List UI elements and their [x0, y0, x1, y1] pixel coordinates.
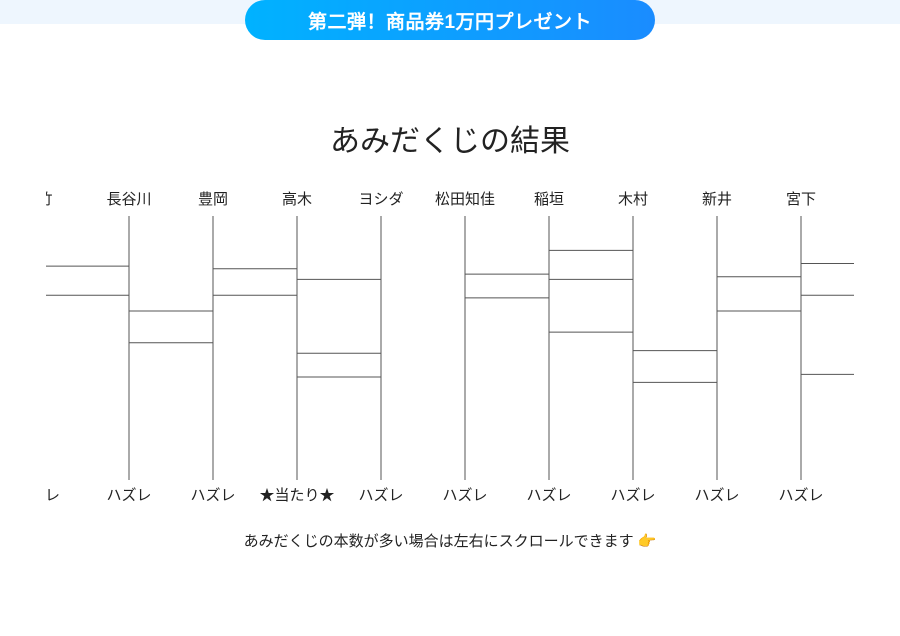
- amida-top-label: 高木: [282, 188, 312, 209]
- scroll-hint-text: あみだくじの本数が多い場合は左右にスクロールできます: [244, 533, 634, 550]
- amida-top-label: 宮下: [786, 188, 816, 209]
- amida-bottom-label: ハズレ: [526, 484, 571, 505]
- amida-ladder: 竹長谷川豊岡高木ヨシダ松田知佳稲垣木村新井宮下森 ズレハズレハズレ★当たり★ハズ…: [46, 188, 854, 508]
- amida-top-label: 新井: [702, 188, 732, 209]
- amida-top-labels: 竹長谷川豊岡高木ヨシダ松田知佳稲垣木村新井宮下森: [46, 188, 854, 212]
- amida-top-label: 竹: [46, 188, 53, 209]
- amida-bottom-label: ハズレ: [358, 484, 403, 505]
- amida-lines-svg: [46, 216, 854, 480]
- amida-bottom-label: ズレ: [46, 484, 60, 505]
- amida-bottom-label: ハズレ: [778, 484, 823, 505]
- amida-bottom-label: ハズレ: [442, 484, 487, 505]
- scroll-hint: あみだくじの本数が多い場合は左右にスクロールできます 👉: [0, 530, 900, 551]
- amida-bottom-label: ハズレ: [190, 484, 235, 505]
- page-content: あみだくじの結果 竹長谷川豊岡高木ヨシダ松田知佳稲垣木村新井宮下森 ズレハズレハ…: [0, 24, 900, 551]
- page-title: あみだくじの結果: [0, 116, 900, 160]
- amida-bottom-label: ★当たり★: [259, 484, 334, 505]
- amida-top-label: ヨシダ: [358, 188, 403, 209]
- amida-top-label: 松田知佳: [435, 188, 495, 209]
- point-right-icon: 👉: [638, 533, 657, 550]
- amida-bottom-label: ハズレ: [106, 484, 151, 505]
- amida-top-label: 稲垣: [534, 188, 564, 209]
- amida-bottom-labels: ズレハズレハズレ★当たり★ハズレハズレハズレハズレハズレハズレハズ: [46, 484, 854, 508]
- amida-bottom-label: ハズレ: [610, 484, 655, 505]
- amida-scroll-area[interactable]: 竹長谷川豊岡高木ヨシダ松田知佳稲垣木村新井宮下森 ズレハズレハズレ★当たり★ハズ…: [46, 188, 854, 508]
- amida-top-label: 木村: [618, 188, 648, 209]
- promo-banner-text: 第二弾！商品券1万円プレゼント: [308, 7, 592, 34]
- amida-bottom-label: ハズレ: [694, 484, 739, 505]
- amida-top-label: 豊岡: [198, 188, 228, 209]
- amida-top-label: 長谷川: [106, 188, 151, 209]
- promo-banner[interactable]: 第二弾！商品券1万円プレゼント: [245, 0, 655, 40]
